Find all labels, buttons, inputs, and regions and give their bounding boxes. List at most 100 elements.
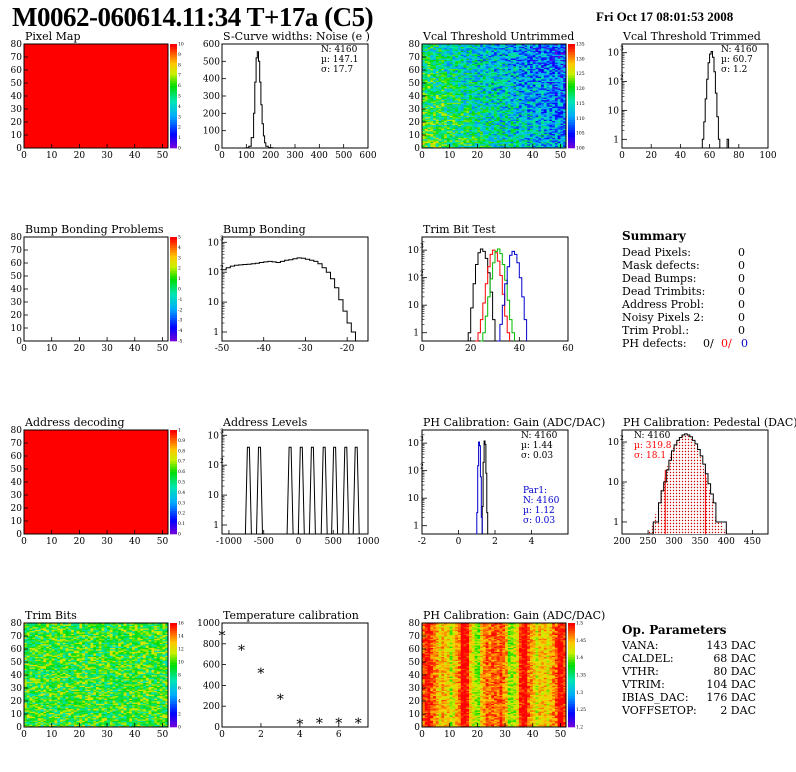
- bump-problems-ztick: 2: [178, 266, 181, 272]
- ph-gain-xtick: 0: [456, 537, 462, 547]
- address-decoding-xtick: 20: [74, 537, 86, 547]
- trim-bits-xtick: 20: [74, 730, 86, 740]
- vcal-untrimmed-ytick: 70: [409, 53, 421, 63]
- trim-bits-xtick: 40: [129, 730, 141, 740]
- ph-pedestal-ytick: 10: [608, 438, 620, 448]
- trim-bits-ztick: 6: [178, 686, 181, 692]
- scurve-noise-ytick: 500: [203, 57, 220, 67]
- pixel-map-ztick: 5: [178, 94, 181, 100]
- scurve-noise-ytick: 400: [203, 75, 220, 85]
- summary-value: 0: [738, 311, 745, 324]
- bump-problems-ztick: -2: [178, 307, 183, 313]
- ph-gain-map-ztick: 1.4: [576, 655, 583, 661]
- vcal-untrimmed-xtick: 40: [527, 151, 539, 161]
- address-decoding-ztick: 0.4: [178, 490, 185, 496]
- pixel-map-ytick: 10: [11, 131, 23, 141]
- pixel-map-ztick: 2: [178, 125, 181, 131]
- temperature-point: *: [277, 692, 284, 708]
- ph-gain-xtick: -2: [418, 537, 427, 547]
- pixel-map-xtick: 50: [157, 151, 169, 161]
- bump-problems-ytick: 20: [11, 311, 23, 321]
- address-levels-title: Address Levels: [222, 416, 308, 429]
- summary-value: 0: [738, 285, 745, 298]
- summary-label: Trim Probl.:: [622, 324, 689, 337]
- address-levels-ytick-exp: 3: [220, 428, 224, 435]
- pixel-map-xtick: 20: [74, 151, 86, 161]
- pixel-map-ztick: 1: [178, 135, 181, 141]
- ph-gain-stat2: σ: 0.03: [523, 516, 555, 526]
- op-param-value: 68 DAC: [713, 652, 756, 665]
- scurve-noise-xtick: 400: [311, 151, 328, 161]
- bump-problems-xtick: 0: [21, 344, 27, 354]
- pixel-map-xtick: 40: [129, 151, 141, 161]
- ph-gain-chart: PH Calibration: Gain (ADC/DAC)-2 0 2 411010…: [408, 416, 606, 547]
- pixel-map-cells: [24, 44, 168, 148]
- bump-problems-ztick: -4: [178, 328, 183, 334]
- trim-bit-test-ytick-exp: 2: [420, 271, 424, 278]
- vcal-trimmed-xtick: 80: [733, 151, 745, 161]
- vcal-untrimmed-ytick: 60: [409, 66, 421, 76]
- ph-gain-ytick-exp: 2: [420, 464, 424, 471]
- summary-row: Dead Pixels: 0: [622, 246, 748, 259]
- trim-bits-ztick: 12: [178, 647, 184, 653]
- bump-bonding-title: Bump Bonding: [223, 223, 306, 236]
- bump-problems-title: Bump Bonding Problems: [25, 223, 164, 236]
- vcal-trimmed-stat: σ: 1.2: [721, 65, 747, 75]
- temperature-point: *: [355, 716, 362, 732]
- pixel-map-xtick: 0: [21, 151, 27, 161]
- vcal-trimmed-xtick: 0: [619, 151, 625, 161]
- temperature-point: *: [238, 643, 245, 659]
- op-param-row: VTRIM: 104 DAC: [622, 678, 756, 691]
- address-decoding-ytick: 20: [11, 504, 23, 514]
- address-peak: [298, 447, 304, 534]
- vcal-trimmed-xtick: 100: [759, 151, 776, 161]
- ph-pedestal-ytick: 10: [608, 478, 620, 488]
- address-decoding-ytick: 60: [11, 452, 23, 462]
- address-decoding-title: Address decoding: [24, 416, 125, 429]
- bump-problems-ztick: 5: [178, 235, 181, 241]
- vcal-untrimmed-ztick: 120: [576, 86, 585, 92]
- vcal-untrimmed-ztick: 130: [576, 56, 585, 62]
- address-levels-xtick: -1000: [216, 537, 242, 547]
- address-levels-ytick: 10: [208, 431, 220, 441]
- bump-problems-xtick: 10: [46, 344, 58, 354]
- address-decoding-chart: Address decoding00.10.20.30.40.50.60.70.…: [11, 416, 186, 547]
- temperature-calibration-title: Temperature calibration: [223, 609, 359, 622]
- ph-pedestal-xtick: 250: [639, 537, 656, 547]
- scurve-noise-ytick: 200: [203, 109, 220, 119]
- temperature-point: *: [257, 666, 264, 682]
- bump-problems-ztick: 0: [178, 287, 181, 293]
- vcal-trimmed-ytick: 1: [613, 135, 619, 145]
- ph-gain-map-ytick: 60: [409, 645, 421, 655]
- ph-pedestal-stat: µ: 319.8: [634, 441, 672, 451]
- address-decoding-ytick: 50: [11, 465, 23, 475]
- vcal-untrimmed-xtick: 20: [472, 151, 484, 161]
- scurve-noise-ytick: 300: [203, 92, 220, 102]
- scurve-noise-xtick: 600: [359, 151, 376, 161]
- summary-value: 0: [738, 298, 745, 311]
- bump-problems-ytick: 80: [11, 233, 23, 243]
- op-param-label: VTHR:: [622, 665, 659, 678]
- temperature-calibration-ytick: 400: [203, 681, 220, 691]
- summary-label: Dead Trimbits:: [622, 285, 705, 298]
- address-levels-xtick: 0: [296, 537, 302, 547]
- vcal-untrimmed-ztick: 125: [576, 71, 585, 77]
- vcal-trimmed-ytick-exp: 2: [620, 75, 624, 82]
- bump-bonding-xtick: -40: [256, 344, 271, 354]
- ph-gain-map-xtick: 50: [555, 730, 567, 740]
- vcal-untrimmed-ytick: 20: [409, 118, 421, 128]
- op-param-value: 176 DAC: [706, 691, 756, 704]
- ph-gain-map-ytick: 80: [409, 619, 421, 629]
- scurve-noise-xtick: 100: [238, 151, 255, 161]
- temperature-calibration-frame: [222, 623, 368, 727]
- address-peak: [287, 447, 293, 534]
- bump-problems-ztick: 3: [178, 255, 181, 261]
- address-levels-ytick: 10: [208, 491, 220, 501]
- trim-bits-ytick: 70: [11, 632, 23, 642]
- summary-value: 0: [738, 246, 745, 259]
- vcal-trimmed-stat: µ: 60.7: [721, 55, 753, 65]
